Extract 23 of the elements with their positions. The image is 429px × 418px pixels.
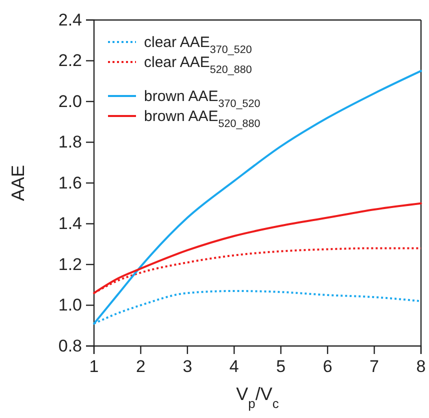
- y-tick-label: 1.6: [58, 173, 82, 192]
- legend-label: clear AAE$_{370_520}$: [144, 34, 252, 56]
- x-tick-label: 3: [182, 357, 192, 376]
- x-tick-label: 8: [416, 357, 426, 376]
- x-tick-label: 6: [322, 357, 332, 376]
- legend-label: clear AAE$_{520_880}$: [144, 54, 252, 76]
- legend-label: brown AAE$_{520_880}$: [144, 108, 260, 130]
- y-tick-label: 2.4: [58, 10, 82, 30]
- y-tick-label: 2.0: [58, 92, 82, 111]
- x-tick-label: 1: [89, 357, 99, 376]
- y-tick-label: 1.4: [58, 214, 82, 234]
- x-tick-label: 2: [136, 357, 146, 376]
- x-axis-title: V$_{p}$/V$_{c}$: [236, 384, 280, 410]
- y-tick-label: 2.2: [58, 51, 82, 70]
- y-axis-title: AAE: [8, 164, 28, 202]
- legend-label: brown AAE$_{370_520}$: [144, 88, 260, 110]
- y-tick-label: 1.0: [58, 296, 82, 315]
- x-tick-label: 5: [276, 357, 286, 376]
- y-tick-label: 1.2: [58, 254, 82, 274]
- y-tick-label: 0.8: [58, 336, 82, 356]
- x-tick-label: 7: [370, 357, 380, 376]
- y-tick-label: 1.8: [58, 132, 82, 152]
- x-tick-label: 4: [229, 357, 239, 376]
